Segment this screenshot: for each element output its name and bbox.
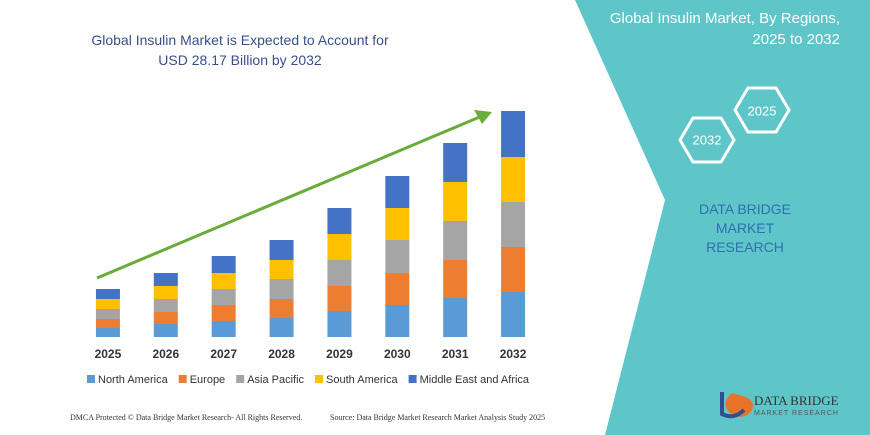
bar-segment (269, 299, 294, 318)
legend-swatch (236, 375, 245, 383)
x-tick-label: 2028 (268, 347, 295, 361)
bar-segment (443, 182, 468, 221)
bar-segment (211, 305, 236, 321)
hexagon-label: 2025 (748, 103, 777, 118)
bar-segment (443, 298, 468, 337)
bar-segment (95, 299, 120, 309)
bar-segment (269, 279, 294, 299)
bar-segment (327, 286, 352, 311)
bar-segment (501, 157, 526, 202)
bar-segment (95, 289, 120, 299)
bar-segment (211, 289, 236, 305)
plot: 2025 2026 2027 2028 2029 2030 2031 2032 North Am… (87, 111, 530, 386)
panel-title: Global Insulin Market, By Regions, 2025 … (609, 10, 840, 48)
bar-segment (501, 292, 526, 337)
bar-segment (153, 273, 178, 286)
bar-segment (443, 260, 468, 298)
logo-text: DATA BRIDGE (754, 393, 839, 408)
bar-segment (269, 240, 294, 260)
legend-label: North America (98, 374, 169, 386)
bar-segment (443, 143, 468, 182)
bar-segment (269, 260, 294, 279)
bar-segment (385, 240, 410, 273)
bar-segment (443, 221, 468, 260)
x-tick-label: 2029 (326, 347, 353, 361)
legend-swatch (178, 375, 187, 383)
x-tick-label: 2026 (152, 347, 179, 361)
bar-segment (211, 256, 236, 273)
chart-title: Global Insulin Market is Expected to Acc… (91, 32, 389, 68)
legend-swatch (87, 375, 95, 383)
legend-swatch (408, 375, 417, 383)
x-tick-label: 2032 (500, 347, 527, 361)
bar-segment (95, 328, 120, 337)
bar-segment (385, 208, 410, 240)
panel-brand: DATA BRIDGE MARKET RESEARCH (698, 201, 792, 255)
x-tick-label: 2030 (384, 347, 411, 361)
bar-segment (327, 260, 352, 286)
hexagon-label: 2032 (693, 132, 722, 147)
bar-segment (211, 273, 236, 289)
legend-swatch (315, 375, 324, 383)
legend-label: Asia Pacific (247, 374, 304, 386)
logo-subtext: MARKET RESEARCH (754, 410, 839, 417)
legend-label: Middle East and Africa (420, 374, 530, 386)
arrow-head (474, 110, 492, 124)
bar-segment (153, 299, 178, 312)
hexagon (733, 86, 791, 134)
x-tick-label: 2031 (442, 347, 469, 361)
bar-segment (385, 176, 410, 208)
bar-segment (153, 312, 178, 324)
bar-segment (501, 247, 526, 292)
x-tick-label: 2025 (95, 347, 122, 361)
trend-arrow (96, 114, 483, 280)
bar-segment (327, 311, 352, 337)
bar-segment (95, 309, 120, 319)
legend-label: South America (326, 374, 398, 386)
bar-segment (501, 111, 526, 157)
bar-segment (327, 208, 352, 234)
side-panel (575, 0, 870, 435)
bar-segment (211, 321, 236, 337)
bar-segment (269, 318, 294, 337)
bar-segment (95, 319, 120, 328)
logo-mark (720, 392, 746, 419)
bar-segment (327, 234, 352, 260)
bar-segment (153, 324, 178, 337)
bar-segment (385, 305, 410, 337)
bar-segment (385, 273, 410, 305)
logo-mark (725, 393, 754, 417)
x-tick-label: 2027 (210, 347, 237, 361)
bar-segment (501, 202, 526, 247)
footer-left: DMCA Protected © Data Bridge Market Rese… (70, 413, 303, 422)
hexagon (678, 116, 736, 164)
legend-label: Europe (190, 374, 225, 386)
bar-segment (153, 286, 178, 299)
footer-source: Source: Data Bridge Market Research Mark… (330, 413, 546, 422)
